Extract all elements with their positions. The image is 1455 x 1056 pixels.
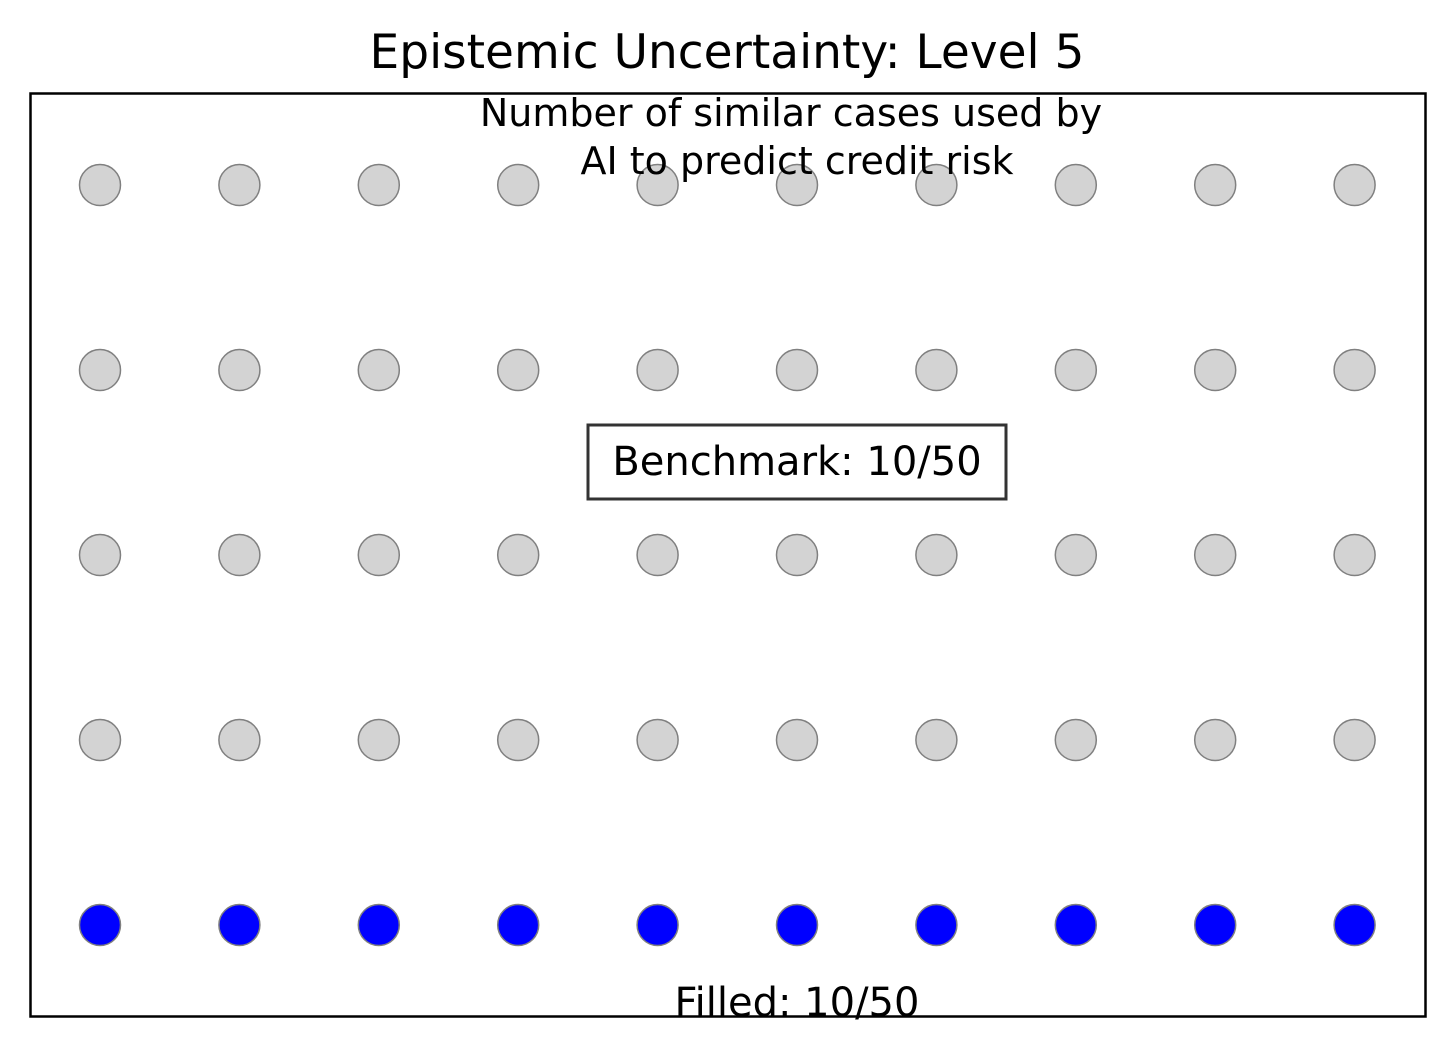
empty-marker (915, 718, 958, 762)
filled-marker (1333, 903, 1376, 947)
empty-marker (775, 718, 819, 762)
empty-marker (1054, 348, 1098, 392)
benchmark-box (586, 423, 1008, 501)
empty-marker (1193, 718, 1237, 762)
benchmark-label: Benchmark: 10/50 (612, 439, 981, 485)
empty-marker (1333, 533, 1376, 577)
empty-marker (78, 533, 122, 577)
empty-marker (636, 163, 679, 207)
chart-subtitle-line-1: Number of similar cases used by (480, 91, 1102, 135)
empty-marker (218, 718, 261, 762)
empty-marker (218, 348, 261, 392)
benchmark-annotation: Benchmark: 10/50 (586, 423, 1008, 501)
empty-marker (1193, 163, 1237, 207)
empty-marker (1193, 348, 1237, 392)
filled-marker (78, 903, 122, 947)
plot-frame (29, 92, 1427, 1018)
filled-count-label: Filled: 10/50 (675, 980, 920, 1026)
empty-marker (775, 533, 819, 577)
empty-marker (357, 533, 401, 577)
filled-marker (496, 903, 540, 947)
empty-marker (357, 348, 401, 392)
empty-marker (496, 348, 540, 392)
filled-marker (915, 903, 958, 947)
filled-marker (1054, 903, 1098, 947)
marker-grid (78, 163, 1376, 947)
chart-subtitle-line-2: AI to predict credit risk (580, 139, 1013, 183)
empty-marker (218, 163, 261, 207)
filled-marker (218, 903, 261, 947)
empty-marker (357, 718, 401, 762)
empty-marker (1333, 718, 1376, 762)
empty-marker (1193, 533, 1237, 577)
empty-marker (775, 163, 819, 207)
empty-marker (915, 348, 958, 392)
empty-marker (915, 163, 958, 207)
filled-marker (775, 903, 819, 947)
empty-marker (357, 163, 401, 207)
empty-marker (78, 348, 122, 392)
empty-marker (78, 718, 122, 762)
empty-marker (636, 348, 679, 392)
empty-marker (636, 718, 679, 762)
filled-marker (636, 903, 679, 947)
empty-marker (496, 533, 540, 577)
empty-marker (775, 348, 819, 392)
empty-marker (636, 533, 679, 577)
empty-marker (496, 718, 540, 762)
empty-marker (218, 533, 261, 577)
empty-marker (496, 163, 540, 207)
empty-marker (1054, 533, 1098, 577)
filled-marker (357, 903, 401, 947)
empty-marker (78, 163, 122, 207)
chart-subtitle: Number of similar cases used by AI to pr… (480, 91, 1114, 183)
chart-title: Epistemic Uncertainty: Level 5 (370, 25, 1085, 80)
empty-marker (1333, 348, 1376, 392)
empty-marker (1333, 163, 1376, 207)
filled-marker (1193, 903, 1237, 947)
empty-marker (1054, 718, 1098, 762)
empty-marker (915, 533, 958, 577)
empty-marker (1054, 163, 1098, 207)
